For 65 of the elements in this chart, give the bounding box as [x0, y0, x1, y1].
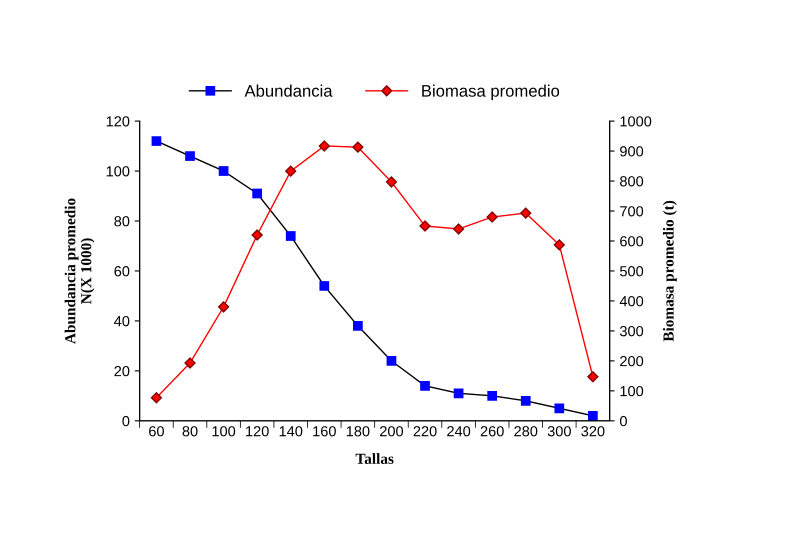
- y2-tick-label: 200: [620, 356, 644, 366]
- x-tick-label: 280: [514, 426, 538, 436]
- point: [218, 301, 230, 313]
- point: [352, 142, 364, 153]
- point: [587, 371, 598, 382]
- x-axis-title: Tallas: [356, 453, 394, 464]
- x-tick-label: 60: [149, 426, 164, 436]
- point: [554, 403, 564, 414]
- point: [252, 188, 262, 198]
- point: [185, 151, 195, 161]
- point: [353, 321, 363, 331]
- y-axis-title: Abundancia promedio N(X 1000): [64, 198, 94, 344]
- point: [386, 356, 396, 366]
- y-tick-label: 100: [106, 166, 130, 176]
- x-tick-label: 120: [246, 426, 269, 436]
- y2-axis-title: Biomasa promedio (t): [662, 200, 677, 342]
- x-tick-label: 200: [380, 426, 404, 436]
- point: [520, 396, 531, 406]
- y-tick-label: 120: [106, 116, 130, 127]
- point: [520, 208, 532, 219]
- point: [487, 390, 498, 401]
- point: [218, 166, 228, 176]
- x-tick-label: 240: [447, 426, 470, 436]
- x-tick-label: 260: [480, 426, 504, 436]
- x-tick-label: 160: [313, 426, 336, 436]
- y2-tick-label: 700: [620, 206, 644, 216]
- point: [318, 140, 330, 152]
- point: [419, 220, 431, 232]
- point: [454, 388, 464, 398]
- point: [386, 176, 398, 188]
- y2-tick-label: 600: [620, 236, 644, 246]
- x-tick-label: 100: [212, 426, 236, 436]
- x-tick-label: 140: [280, 426, 302, 436]
- y-tick-label: 20: [114, 366, 130, 376]
- point: [285, 166, 296, 177]
- point: [554, 239, 565, 250]
- x-tick-label: 180: [346, 426, 370, 436]
- x-tick-label: 300: [548, 426, 571, 436]
- legend-label: Biomasa promedio: [422, 84, 560, 100]
- y2-tick-label: 0: [620, 416, 627, 426]
- y-tick-label: 60: [114, 266, 130, 276]
- point: [452, 223, 464, 235]
- x-tick-label: 320: [581, 426, 604, 436]
- point: [152, 136, 162, 146]
- point: [150, 392, 162, 404]
- point: [252, 229, 263, 241]
- point: [184, 357, 196, 369]
- x-tick-label: 220: [414, 426, 437, 436]
- y-tick-label: 0: [122, 416, 130, 426]
- y2-tick-label: 1000: [620, 116, 652, 127]
- point: [486, 211, 498, 223]
- y2-tick-label: 400: [620, 296, 644, 306]
- y2-tick-label: 800: [620, 176, 644, 186]
- y2-tick-label: 500: [620, 266, 644, 276]
- y2-tick-label: 100: [620, 386, 644, 396]
- y-tick-label: 40: [114, 316, 130, 326]
- point: [420, 380, 430, 391]
- legend-label: Abundancia: [244, 84, 333, 97]
- point: [588, 410, 598, 421]
- y2-tick-label: 300: [620, 326, 644, 336]
- point: [319, 281, 330, 291]
- y-tick-label: 80: [114, 216, 130, 226]
- x-tick-label: 80: [182, 426, 198, 436]
- y2-tick-label: 900: [620, 146, 644, 156]
- point: [286, 231, 296, 241]
